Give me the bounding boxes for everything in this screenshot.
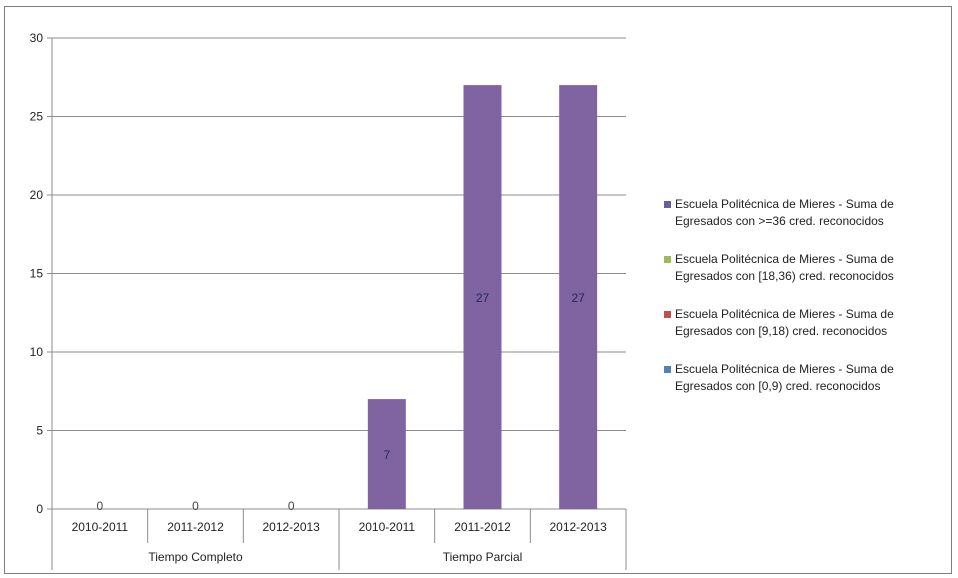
legend-label: Escuela Politécnica de Mieres - Suma de …: [675, 252, 894, 283]
legend: Escuela Politécnica de Mieres - Suma de …: [664, 196, 954, 416]
gridlines: [52, 37, 626, 431]
x-group-label: Tiempo Completo: [148, 550, 243, 564]
legend-item: Escuela Politécnica de Mieres - Suma de …: [664, 251, 954, 285]
x-category-label: 2011-2012: [167, 520, 224, 534]
bar: [463, 85, 502, 509]
x-category-label: 2011-2012: [454, 520, 511, 534]
data-label: 27: [571, 291, 585, 305]
data-label: 0: [96, 499, 103, 513]
legend-swatch: [664, 201, 671, 208]
x-category-label: 2010-2011: [72, 520, 129, 534]
x-category-label: 2012-2013: [262, 520, 320, 534]
labels: 0 5 10 15 20 25 30 2010-2011 2011-2012 2012-2013 2…: [30, 31, 608, 564]
x-category-label: 2010-2011: [359, 520, 416, 534]
y-tick-label: 10: [30, 345, 44, 359]
y-tick-label: 5: [36, 424, 43, 438]
y-tick-label: 30: [30, 31, 44, 45]
bars: [367, 85, 598, 509]
data-label: 0: [192, 499, 199, 513]
x-category-label: 2012-2013: [549, 520, 607, 534]
bar: [367, 399, 406, 509]
y-tick-label: 0: [36, 502, 43, 516]
axes: [47, 37, 627, 570]
legend-swatch: [664, 256, 671, 263]
legend-label: Escuela Politécnica de Mieres - Suma de …: [675, 197, 894, 228]
legend-item: Escuela Politécnica de Mieres - Suma de …: [664, 196, 954, 230]
data-label: 27: [476, 291, 490, 305]
legend-label: Escuela Politécnica de Mieres - Suma de …: [675, 362, 894, 393]
legend-swatch: [664, 311, 671, 318]
legend-label: Escuela Politécnica de Mieres - Suma de …: [675, 307, 894, 338]
data-label: 7: [383, 448, 390, 462]
legend-item: Escuela Politécnica de Mieres - Suma de …: [664, 361, 954, 395]
legend-swatch: [664, 366, 671, 373]
x-group-label: Tiempo Parcial: [443, 550, 523, 564]
y-tick-label: 15: [30, 267, 44, 281]
data-label: 0: [288, 499, 295, 513]
y-tick-label: 25: [30, 110, 44, 124]
bar: [559, 85, 598, 509]
y-tick-label: 20: [30, 188, 44, 202]
legend-item: Escuela Politécnica de Mieres - Suma de …: [664, 306, 954, 340]
